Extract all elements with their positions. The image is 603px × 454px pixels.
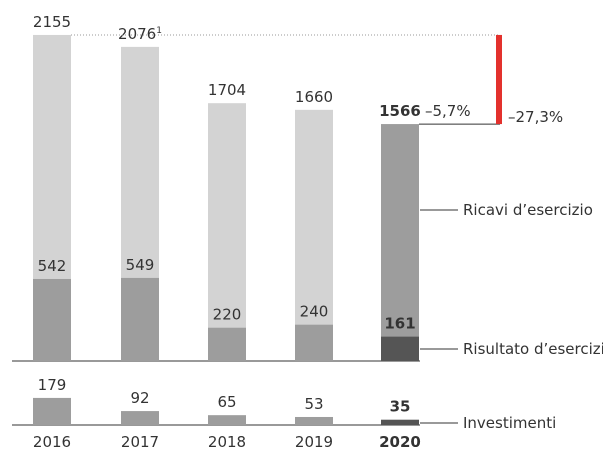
value-label: 179 <box>38 376 67 394</box>
x-tick-label: 2017 <box>121 433 159 451</box>
bar <box>208 327 246 361</box>
value-text: 92 <box>130 389 149 407</box>
bar <box>381 419 419 425</box>
x-tick-label: 2020 <box>379 433 421 451</box>
bar <box>33 278 71 361</box>
series-label: Investimenti <box>463 414 556 432</box>
bar <box>295 109 333 361</box>
value-text: 1660 <box>295 88 333 106</box>
annotation: –27,3% <box>508 108 563 126</box>
value-text: 65 <box>217 393 236 411</box>
bar <box>33 397 71 425</box>
value-text: 179 <box>38 376 67 394</box>
value-text: 2155 <box>33 13 71 31</box>
bar <box>121 411 159 425</box>
bar <box>295 324 333 361</box>
value-text: 542 <box>38 257 67 275</box>
bar <box>208 415 246 425</box>
series-label: Risultato d’esercizio <box>463 340 603 358</box>
value-label: 92 <box>130 389 149 407</box>
value-text: 35 <box>390 398 411 416</box>
x-tick-label: 2016 <box>33 433 71 451</box>
bar <box>381 336 419 361</box>
bar <box>295 416 333 425</box>
x-tick-label: 2019 <box>295 433 333 451</box>
value-label: 240 <box>300 303 329 321</box>
value-text: 161 <box>384 315 415 333</box>
value-label: 542 <box>38 257 67 275</box>
x-tick-label: 2018 <box>208 433 246 451</box>
value-label: 161 <box>384 315 415 333</box>
difference-bar <box>496 34 502 125</box>
bar <box>381 124 419 361</box>
value-label: 2155 <box>33 13 71 31</box>
value-label: 35 <box>390 398 411 416</box>
value-text: 220 <box>213 306 242 324</box>
footnote-mark: 1 <box>156 26 162 36</box>
value-text: 1704 <box>208 81 246 99</box>
bar <box>121 277 159 361</box>
value-text: 53 <box>304 395 323 413</box>
value-label: 1704 <box>208 81 246 99</box>
value-label: 1660 <box>295 88 333 106</box>
value-text: 1566 <box>379 102 421 120</box>
annotation: –5,7% <box>425 102 471 120</box>
series-label: Ricavi d’esercizio <box>463 201 593 219</box>
value-label: 220 <box>213 306 242 324</box>
value-text: 2076 <box>118 25 156 43</box>
value-label: 1566 <box>379 102 421 120</box>
value-text: 240 <box>300 303 329 321</box>
value-label: 549 <box>126 256 155 274</box>
value-label: 20761 <box>118 25 162 43</box>
bar <box>208 103 246 361</box>
value-label: 65 <box>217 393 236 411</box>
value-label: 53 <box>304 395 323 413</box>
value-text: 549 <box>126 256 155 274</box>
